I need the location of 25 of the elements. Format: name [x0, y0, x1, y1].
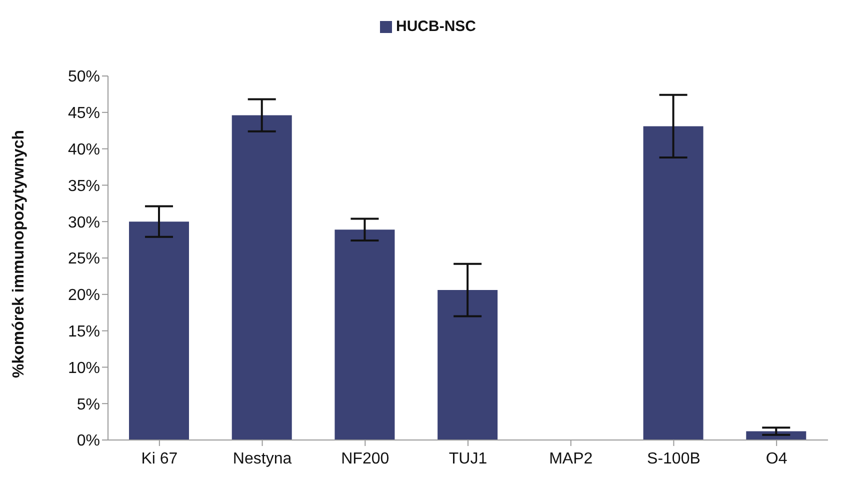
bar: [232, 115, 292, 440]
y-tick-label: 25%: [68, 250, 100, 268]
bar: [643, 126, 704, 440]
y-tick-label: 45%: [68, 105, 100, 122]
y-tick-label: 50%: [68, 68, 100, 86]
bar: [129, 222, 189, 440]
x-tick-label: MAP2: [549, 450, 593, 468]
y-axis-title: %komórek immunopozytywnych: [10, 130, 28, 378]
y-tick-label: 20%: [68, 287, 100, 304]
y-tick-label: 5%: [76, 396, 100, 414]
x-tick-label: NF200: [341, 450, 390, 468]
x-tick-label: TUJ1: [448, 450, 488, 468]
bar: [438, 290, 498, 440]
y-tick-label: 35%: [68, 178, 100, 195]
y-tick-label: 15%: [68, 323, 100, 340]
legend-label: HUCB-NSC: [396, 18, 476, 35]
x-tick-label: S-100B: [647, 450, 700, 468]
x-tick-label: O4: [766, 450, 788, 468]
y-tick-label: 30%: [68, 214, 100, 232]
bar: [334, 230, 395, 440]
x-tick-label: Ki 67: [141, 450, 178, 468]
y-tick-label: 10%: [68, 360, 100, 377]
y-tick-label: 0%: [76, 432, 100, 450]
x-tick-label: Nestyna: [232, 450, 292, 468]
y-tick-label: 40%: [68, 141, 100, 158]
